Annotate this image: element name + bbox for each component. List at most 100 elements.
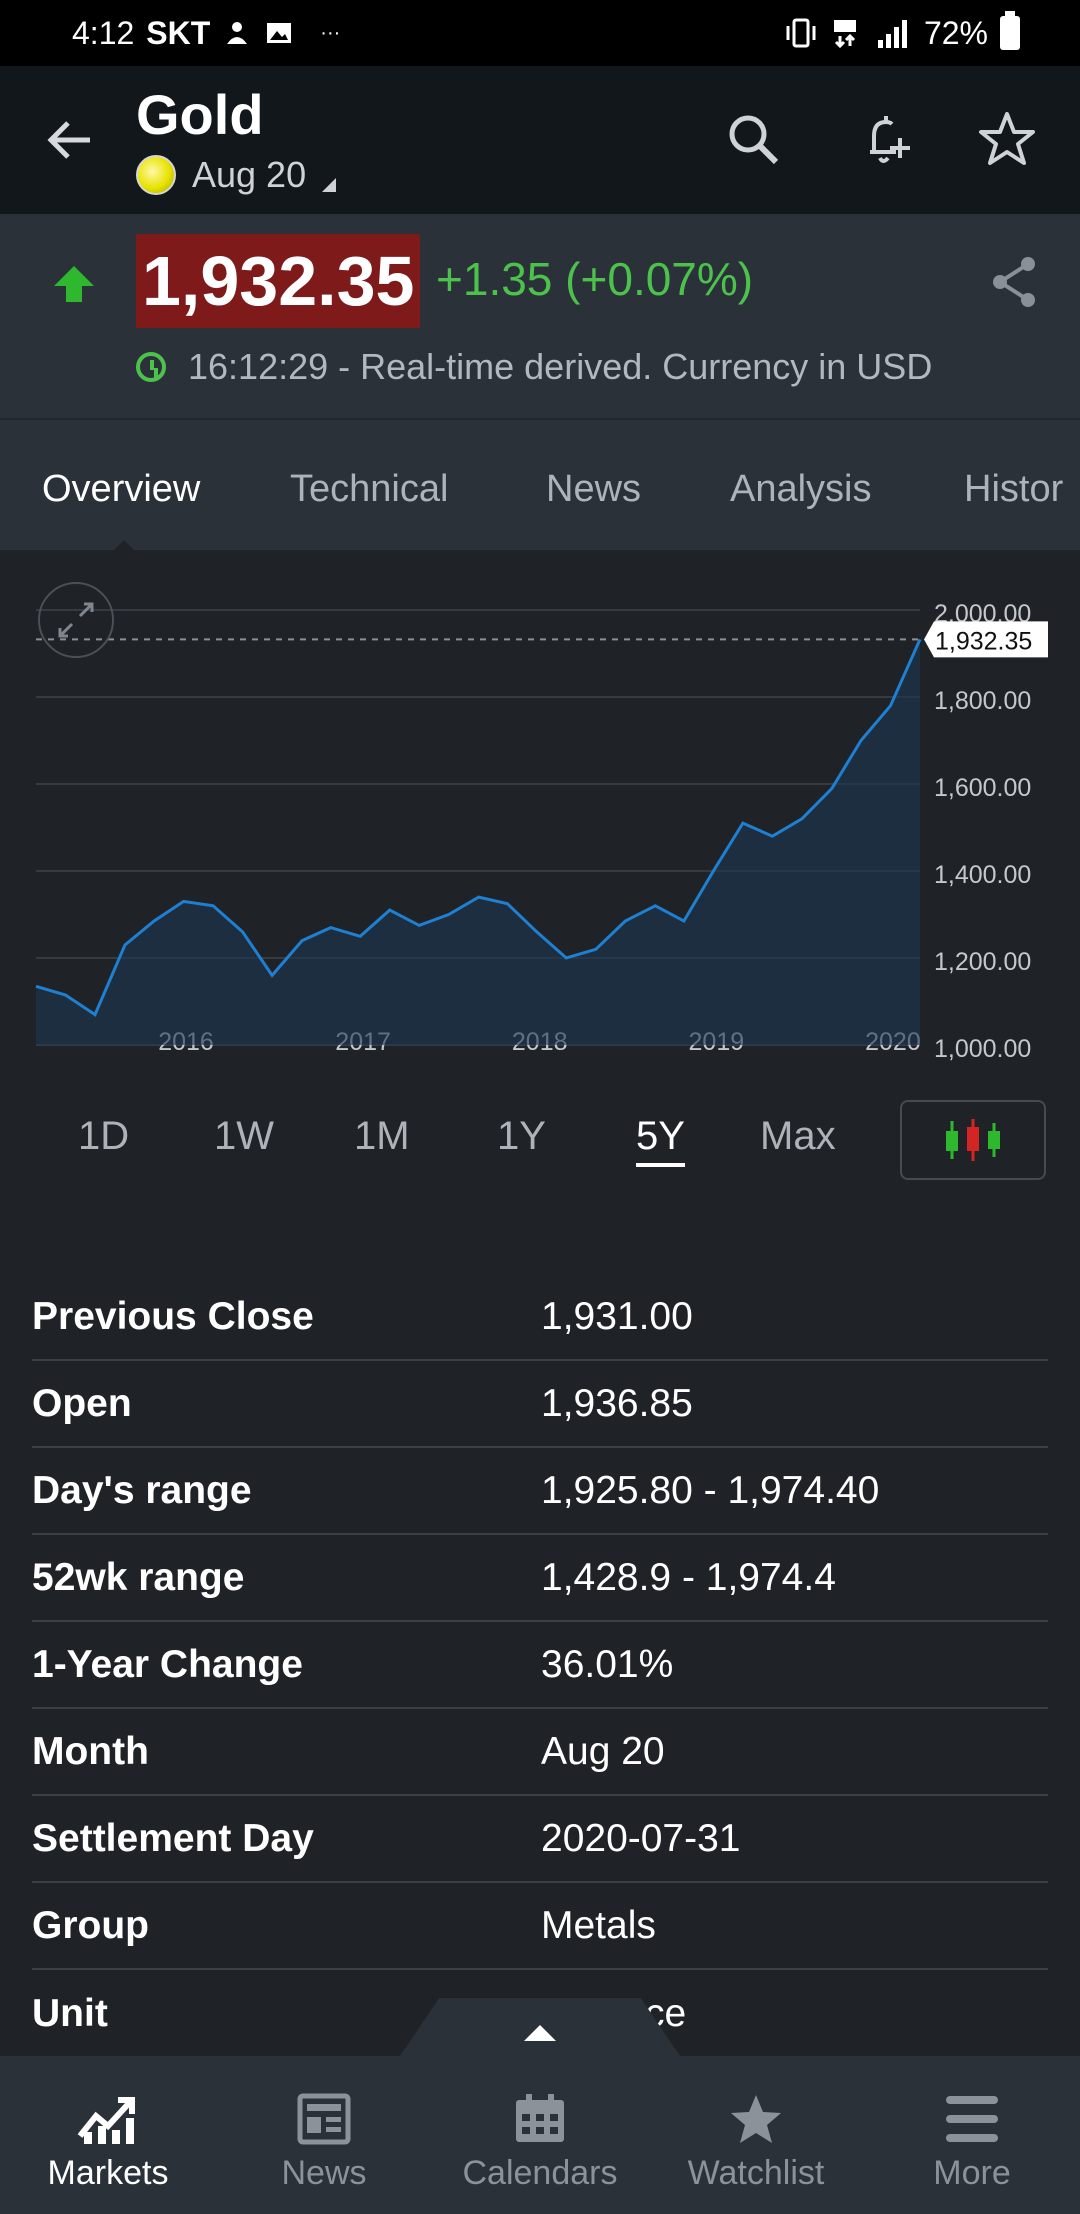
star-outline-icon [979, 112, 1035, 165]
expand-chart-button[interactable] [38, 582, 114, 658]
tab-analysis[interactable]: Analysis [730, 468, 872, 510]
stats-label: Month [32, 1729, 149, 1773]
stats-label: 52wk range [32, 1555, 245, 1599]
arrow-left-icon [47, 121, 90, 159]
price-change: +1.35 (+0.07%) [436, 253, 754, 305]
stats-label: Previous Close [32, 1294, 314, 1338]
newspaper-icon [297, 2093, 351, 2145]
vibrate-icon [786, 18, 816, 48]
range-5y[interactable]: 5Y [636, 1114, 685, 1167]
quote-panel: 1,932.35 +1.35 (+0.07%) 16:12:29 - Real-… [0, 214, 1080, 420]
bell-plus-icon [870, 116, 910, 163]
dropdown-icon [322, 178, 337, 192]
notification-icon [227, 22, 248, 44]
current-price-tag [924, 621, 1048, 658]
stats-label: Group [32, 1903, 149, 1947]
back-button[interactable] [40, 110, 100, 170]
candlestick-icon [946, 1119, 1000, 1161]
nav-news-label: News [281, 2154, 367, 2192]
tab-overview[interactable]: Overview [42, 468, 201, 510]
page-title: Gold [136, 83, 264, 146]
range-selector: 1D 1W 1M 1Y 5Y Max [0, 1090, 1080, 1190]
stats-value: Aug 20 [541, 1729, 665, 1773]
stats-value: 1,925.80 - 1,974.40 [541, 1468, 880, 1512]
stats-row: 1-Year Change 36.01% [32, 1622, 1048, 1709]
last-price: 1,932.35 [136, 234, 421, 328]
stats-table: Previous Close 1,931.00 Open 1,936.85 Day's … [32, 1274, 1048, 2057]
y-tick-label: 1,400.00 [934, 861, 1031, 889]
menu-icon [946, 2096, 998, 2142]
calendar-icon [516, 2094, 564, 2142]
quote-time: 16:12:29 - Real-time derived. Currency i… [136, 346, 932, 388]
y-tick-label: 1,200.00 [934, 948, 1031, 976]
lte-icon [833, 20, 856, 49]
share-icon[interactable] [984, 252, 1044, 312]
markets-icon [77, 2097, 135, 2144]
battery-icon [1000, 11, 1020, 50]
stats-label: Day's range [32, 1468, 252, 1512]
expand-panel-button[interactable] [400, 1998, 680, 2056]
gold-icon [136, 155, 176, 195]
stats-value: 2020-07-31 [541, 1816, 741, 1860]
series-line [35, 638, 922, 1017]
range-max[interactable]: Max [760, 1114, 836, 1158]
chevron-up-icon [524, 2025, 556, 2041]
nav-more[interactable]: More [864, 2056, 1080, 2214]
app-bar: Gold Aug 20 [0, 66, 1080, 214]
status-bar: 4:12 SKT ··· 72% [0, 0, 1080, 66]
image-icon [267, 23, 292, 43]
search-button[interactable] [720, 106, 786, 172]
stats-label: Settlement Day [32, 1816, 314, 1860]
stats-value: 36.01% [541, 1642, 674, 1686]
series-area [36, 639, 920, 1045]
stats-row: Open 1,936.85 [32, 1361, 1048, 1448]
chart-type-button[interactable] [900, 1100, 1046, 1180]
clock-icon [136, 352, 166, 382]
tab-news[interactable]: News [546, 468, 642, 510]
stats-value: 1,936.85 [541, 1381, 693, 1425]
nav-markets-label: Markets [47, 2154, 169, 2192]
add-alert-button[interactable] [854, 106, 920, 172]
chart-svg: 2,000.001,800.001,600.001,400.001,200.00… [35, 600, 1048, 1063]
status-carrier: SKT [146, 14, 211, 51]
stats-label: Unit [32, 1991, 108, 2035]
nav-news[interactable]: News [216, 2056, 432, 2214]
stats-row: 52wk range 1,428.9 - 1,974.4 [32, 1535, 1048, 1622]
watchlist-star-button[interactable] [974, 106, 1040, 172]
arrow-up-icon [54, 266, 94, 302]
expand-icon [58, 602, 94, 638]
contract-month: Aug 20 [192, 154, 307, 195]
battery-percent: 72% [923, 14, 988, 51]
tab-technical[interactable]: Technical [290, 468, 449, 510]
stats-label: Open [32, 1381, 132, 1425]
stats-row: Previous Close 1,931.00 [32, 1274, 1048, 1361]
stats-value: 1,931.00 [541, 1294, 693, 1338]
tab-bar: Overview Technical News Analysis Histor [0, 420, 1080, 550]
stats-value: 1,428.9 - 1,974.4 [541, 1555, 836, 1599]
status-more: ··· [320, 21, 341, 44]
bottom-nav: Markets News Calendars Watchlist More [0, 2056, 1080, 2214]
tab-history[interactable]: Histor [964, 468, 1064, 510]
contract-selector[interactable]: Aug 20 [136, 154, 337, 196]
signal-icon [877, 20, 907, 48]
range-1m[interactable]: 1M [354, 1114, 410, 1158]
y-tick-label: 1,600.00 [934, 774, 1031, 802]
star-icon [731, 2095, 781, 2143]
stats-row: Day's range 1,925.80 - 1,974.40 [32, 1448, 1048, 1535]
status-time: 4:12 [72, 14, 135, 51]
stats-row: Settlement Day 2020-07-31 [32, 1796, 1048, 1883]
nav-watchlist-label: Watchlist [687, 2154, 825, 2192]
range-1y[interactable]: 1Y [497, 1114, 546, 1158]
stats-value: Metals [541, 1903, 656, 1947]
stats-row: Group Metals [32, 1883, 1048, 1970]
stats-label: 1-Year Change [32, 1642, 303, 1686]
nav-more-label: More [933, 2154, 1011, 2192]
nav-calendars[interactable]: Calendars [432, 2056, 648, 2214]
range-1w[interactable]: 1W [214, 1114, 274, 1158]
active-tab-indicator [112, 540, 136, 550]
price-chart[interactable]: 2,000.00 1,800.00 1,600.00 1,400.00 1,200.00… [0, 550, 1080, 1070]
quote-time-text: 16:12:29 - Real-time derived. Currency i… [188, 346, 933, 387]
nav-watchlist[interactable]: Watchlist [648, 2056, 864, 2214]
range-1d[interactable]: 1D [78, 1114, 130, 1158]
nav-markets[interactable]: Markets [0, 2056, 216, 2214]
